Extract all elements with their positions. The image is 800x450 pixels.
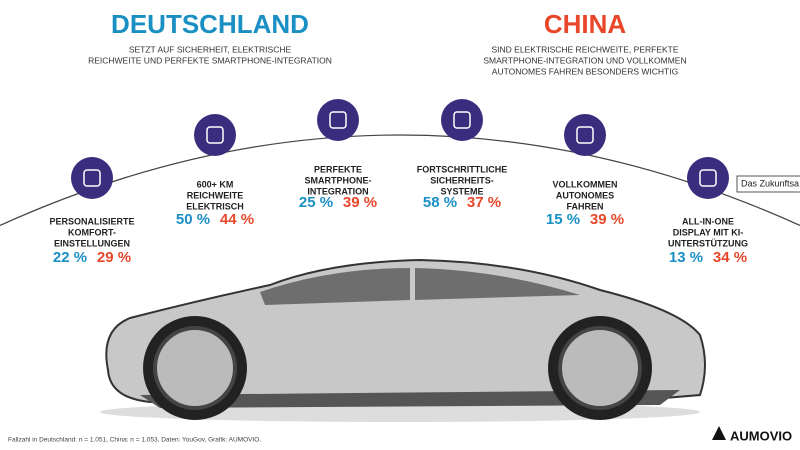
section-subtitle: SETZT AUF SICHERHEIT, ELEKTRISCHE bbox=[129, 44, 292, 54]
feature-label: SYSTEME bbox=[440, 186, 483, 196]
china-share: 39 % bbox=[343, 194, 377, 211]
feature-label: AUTONOMES bbox=[556, 190, 614, 200]
feature-icon bbox=[441, 99, 483, 141]
germany-share: 50 % bbox=[176, 211, 210, 228]
china-share: 39 % bbox=[590, 211, 624, 228]
germany-share: 25 % bbox=[299, 194, 333, 211]
feature-label: 600+ KM bbox=[197, 179, 234, 189]
feature-label: ELEKTRISCH bbox=[186, 201, 244, 211]
tooltip: Das Zukunftsa bbox=[741, 178, 799, 188]
icon-glyph bbox=[83, 169, 101, 187]
germany-share: 15 % bbox=[546, 211, 580, 228]
feature-icon bbox=[317, 99, 359, 141]
section-title: CHINA bbox=[544, 9, 627, 39]
section-subtitle: SIND ELEKTRISCHE REICHWEITE, PERFEKTE bbox=[491, 44, 678, 54]
feature-label: PERFEKTE bbox=[314, 164, 362, 174]
feature-label: SICHERHEITS- bbox=[430, 175, 494, 185]
china-share: 37 % bbox=[467, 194, 501, 211]
feature-label: KOMFORT- bbox=[68, 227, 116, 237]
germany-share: 58 % bbox=[423, 194, 457, 211]
logo-mark bbox=[712, 426, 726, 440]
section-subtitle: SMARTPHONE-INTEGRATION UND VOLLKOMMEN bbox=[483, 55, 686, 65]
section-subtitle: AUTONOMES FAHREN BESONDERS WICHTIG bbox=[492, 66, 678, 76]
feature-icon bbox=[71, 157, 113, 199]
feature-label: FORTSCHRITTLICHE bbox=[417, 164, 508, 174]
feature-icon bbox=[564, 114, 606, 156]
feature-label: FAHREN bbox=[566, 201, 603, 211]
feature-label: EINSTELLUNGEN bbox=[54, 238, 130, 248]
icon-glyph bbox=[453, 111, 471, 129]
tooltip-box bbox=[736, 175, 800, 193]
feature-label: UNTERSTÜTZUNG bbox=[668, 238, 748, 248]
car bbox=[100, 258, 706, 422]
china-share: 44 % bbox=[220, 211, 254, 228]
feature-label: INTEGRATION bbox=[307, 186, 368, 196]
footnote: Fallzahl in Deutschland: n = 1.051, Chin… bbox=[8, 437, 261, 444]
section-subtitle: REICHWEITE UND PERFEKTE SMARTPHONE-INTEG… bbox=[88, 55, 332, 65]
feature-label: PERSONALISIERTE bbox=[49, 216, 134, 226]
china-share: 34 % bbox=[713, 249, 747, 266]
feature-label: SMARTPHONE- bbox=[305, 175, 372, 185]
china-share: 29 % bbox=[97, 249, 131, 266]
germany-share: 13 % bbox=[669, 249, 703, 266]
feature-icon bbox=[687, 157, 729, 199]
section-title: DEUTSCHLAND bbox=[111, 9, 309, 39]
feature-icon bbox=[194, 114, 236, 156]
icon-glyph bbox=[329, 111, 347, 129]
icon-glyph bbox=[699, 169, 717, 187]
feature-label: VOLLKOMMEN bbox=[553, 179, 618, 189]
logo: AUMOVIO bbox=[730, 428, 792, 443]
feature-label: DISPLAY MIT KI- bbox=[673, 227, 744, 237]
icon-glyph bbox=[206, 126, 224, 144]
feature-label: ALL-IN-ONE bbox=[682, 216, 734, 226]
germany-share: 22 % bbox=[53, 249, 87, 266]
feature-label: REICHWEITE bbox=[187, 190, 244, 200]
icon-glyph bbox=[576, 126, 594, 144]
